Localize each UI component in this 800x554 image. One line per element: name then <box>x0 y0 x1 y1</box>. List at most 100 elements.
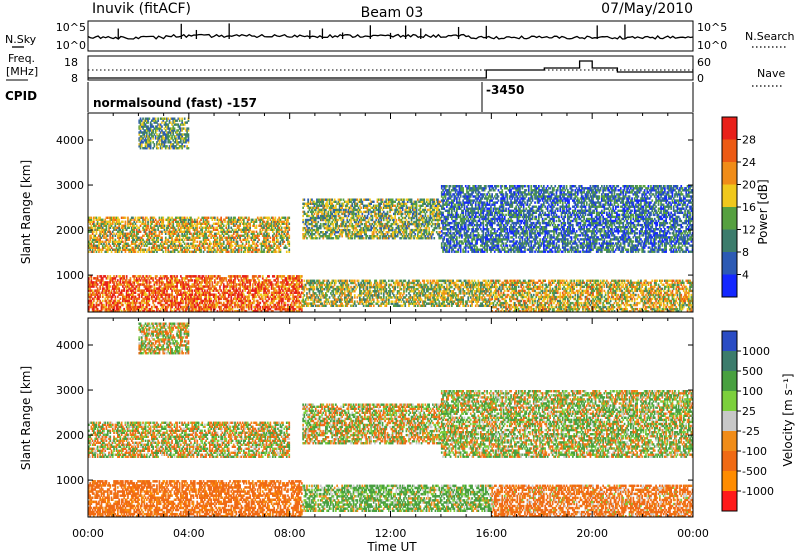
data-cell <box>231 307 234 311</box>
data-cell <box>279 297 282 301</box>
data-cell <box>248 285 250 288</box>
data-cell <box>279 289 282 292</box>
data-cell <box>674 301 676 305</box>
data-cell <box>269 295 272 299</box>
data-cell <box>163 275 166 278</box>
data-cell <box>439 302 442 305</box>
data-cell <box>282 307 284 311</box>
data-cell <box>515 281 517 284</box>
data-cell <box>459 300 462 303</box>
data-cell <box>444 304 447 307</box>
data-cell <box>486 287 488 291</box>
data-cell <box>314 304 317 307</box>
data-cell <box>511 287 514 291</box>
data-cell <box>289 305 292 309</box>
data-cell <box>105 281 108 284</box>
data-cell <box>195 279 197 282</box>
data-cell <box>215 283 217 286</box>
data-cell <box>512 305 515 309</box>
data-cell <box>137 293 139 296</box>
data-cell <box>191 297 194 301</box>
data-cell <box>190 303 192 307</box>
data-cell <box>303 294 306 297</box>
data-cell <box>425 279 428 283</box>
data-cell <box>176 287 178 290</box>
data-cell <box>338 292 341 295</box>
data-cell <box>338 298 341 301</box>
data-cell <box>394 296 396 299</box>
data-cell <box>176 293 178 296</box>
data-cell <box>183 285 186 288</box>
data-cell <box>132 309 134 313</box>
data-cell <box>308 302 311 305</box>
data-cell <box>413 296 415 299</box>
data-cell <box>391 302 394 305</box>
data-cell <box>284 303 287 307</box>
data-cell <box>140 277 143 280</box>
data-cell <box>361 279 364 283</box>
data-cell <box>98 297 100 301</box>
data-cell <box>171 285 173 288</box>
data-cell <box>162 293 165 296</box>
data-cell <box>297 283 299 286</box>
data-cell <box>185 305 187 309</box>
data-cell <box>366 298 369 301</box>
data-cell <box>111 293 114 296</box>
data-cell <box>433 279 436 283</box>
data-cell <box>403 285 405 289</box>
data-cell <box>516 307 519 311</box>
data-cell <box>175 279 177 282</box>
data-cell <box>366 304 369 307</box>
data-cell <box>321 281 323 285</box>
data-cell <box>198 275 201 278</box>
data-cell <box>427 287 429 291</box>
data-cell <box>477 285 480 289</box>
data-cell <box>512 310 515 313</box>
data-cell <box>429 281 432 285</box>
data-cell <box>144 287 147 290</box>
data-cell <box>246 299 249 303</box>
data-cell <box>429 292 432 295</box>
data-cell <box>306 281 308 285</box>
data-cell <box>152 301 154 305</box>
data-cell <box>147 285 149 288</box>
data-cell <box>463 304 466 307</box>
data-cell <box>206 283 209 286</box>
data-cell <box>180 283 182 286</box>
data-cell <box>96 287 99 290</box>
data-cell <box>516 281 519 284</box>
data-cell <box>483 298 486 301</box>
data-cell <box>403 292 405 295</box>
data-cell <box>272 305 274 309</box>
data-cell <box>178 293 181 296</box>
data-cell <box>206 309 209 313</box>
data-cell <box>190 275 192 278</box>
data-cell <box>212 305 215 309</box>
data-cell <box>498 287 501 291</box>
data-cell <box>109 301 112 305</box>
data-cell <box>88 299 90 303</box>
data-cell <box>433 298 436 301</box>
data-cell <box>146 299 148 303</box>
data-cell <box>96 293 99 296</box>
data-cell <box>120 291 123 294</box>
data-cell <box>509 310 511 313</box>
data-cell <box>635 293 637 297</box>
data-cell <box>516 297 519 301</box>
data-cell <box>367 281 370 285</box>
data-cell <box>352 285 355 289</box>
data-cell <box>347 283 350 287</box>
data-cell <box>108 309 110 313</box>
data-cell <box>113 289 115 292</box>
data-cell <box>318 285 321 289</box>
data-cell <box>365 300 367 303</box>
data-cell <box>216 301 219 305</box>
data-cell <box>91 291 94 294</box>
data-cell <box>198 309 201 313</box>
data-cell <box>229 275 231 278</box>
data-cell <box>235 291 238 294</box>
data-cell <box>488 283 491 287</box>
data-cell <box>308 287 311 291</box>
data-cell <box>403 283 405 287</box>
data-cell <box>200 309 202 313</box>
